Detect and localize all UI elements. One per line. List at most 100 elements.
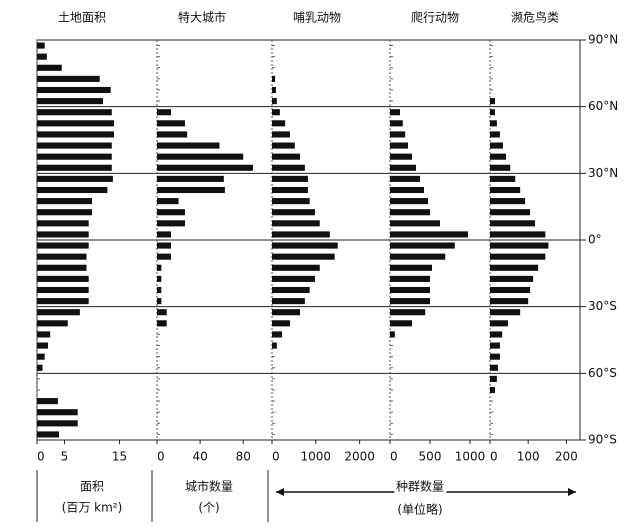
bar <box>490 175 516 182</box>
bar <box>272 242 338 249</box>
x-axis-label: 城市数量 <box>185 479 233 494</box>
bar <box>490 386 495 394</box>
bar <box>272 131 290 138</box>
bar <box>157 175 224 182</box>
bar <box>490 131 500 138</box>
bar <box>272 253 335 260</box>
panel-title: 濒危鸟类 <box>511 10 559 25</box>
x-tick-label: 0 <box>37 450 45 464</box>
bar <box>37 53 47 60</box>
bar <box>390 242 455 249</box>
bar <box>490 286 531 294</box>
bar <box>157 253 172 260</box>
bar <box>37 198 92 205</box>
bar <box>390 275 430 282</box>
panel-title: 土地面积 <box>58 11 106 25</box>
bar <box>272 320 290 327</box>
bar <box>37 420 78 427</box>
bar <box>390 198 428 205</box>
bar <box>37 331 51 338</box>
bar <box>157 242 172 249</box>
bar <box>37 242 89 249</box>
x-tick-label: 0 <box>390 450 398 464</box>
bar <box>490 220 536 227</box>
bar <box>157 275 162 282</box>
bar <box>490 109 495 116</box>
panel-title: 哺乳动物 <box>293 11 341 25</box>
bar <box>37 320 68 327</box>
x-tick-label: 2000 <box>344 450 375 464</box>
bar <box>157 309 167 316</box>
bar <box>157 209 186 216</box>
bar <box>490 253 546 260</box>
bar <box>37 98 103 105</box>
bar <box>37 120 114 127</box>
bar <box>157 186 225 194</box>
x-tick-label: 200 <box>555 450 578 464</box>
bar <box>390 131 406 138</box>
bar <box>157 153 244 160</box>
bar <box>390 286 430 294</box>
bar <box>37 109 112 116</box>
bar <box>272 331 283 338</box>
bar <box>37 186 108 194</box>
bar <box>37 231 89 238</box>
bar <box>390 231 468 238</box>
bar <box>157 131 188 138</box>
bar <box>272 220 320 227</box>
bar <box>490 142 503 149</box>
x-tick-label: 0 <box>157 450 165 464</box>
bar <box>37 364 43 371</box>
bar <box>157 164 253 171</box>
bar <box>37 131 114 138</box>
bar <box>272 209 315 216</box>
bar <box>272 231 330 238</box>
bar <box>490 353 500 360</box>
bar <box>37 86 111 94</box>
bar <box>490 364 499 371</box>
bar <box>272 109 280 116</box>
bar <box>390 120 403 127</box>
bar <box>390 109 400 116</box>
bar <box>37 209 92 216</box>
bar <box>37 298 89 305</box>
shared-xlabel: (单位略) <box>397 502 442 517</box>
y-tick-label: 30°S <box>588 299 617 313</box>
bar <box>272 264 320 271</box>
bar <box>390 142 408 149</box>
bar <box>37 286 89 294</box>
bar <box>272 164 305 171</box>
bar <box>390 331 395 338</box>
bar <box>490 164 511 171</box>
bar <box>490 309 521 316</box>
bar <box>272 98 277 105</box>
bar <box>490 331 503 338</box>
bar <box>157 298 162 305</box>
bar <box>157 109 172 116</box>
bar <box>37 431 59 438</box>
x-tick-label: 15 <box>112 450 127 464</box>
bar <box>157 198 179 205</box>
bar <box>490 120 497 127</box>
bar <box>272 142 295 149</box>
y-tick-label: 30°N <box>588 166 618 180</box>
bar <box>272 86 276 94</box>
bar <box>37 275 89 282</box>
bar <box>390 209 430 216</box>
x-tick-label: 100 <box>517 450 540 464</box>
bar <box>490 153 507 160</box>
x-tick-label: 0 <box>272 450 280 464</box>
bar <box>490 98 495 105</box>
x-axis-label: (百万 km²) <box>62 501 123 515</box>
bar <box>490 342 500 349</box>
shared-xlabel: 种群数量 <box>396 479 444 494</box>
bar <box>37 153 112 160</box>
bar <box>37 175 113 182</box>
bar <box>272 186 308 194</box>
bar <box>390 298 430 305</box>
x-tick-label: 1000 <box>301 450 332 464</box>
bar <box>272 298 305 305</box>
panel-title: 特大城市 <box>178 10 226 25</box>
bar <box>390 220 440 227</box>
bar <box>272 120 286 127</box>
